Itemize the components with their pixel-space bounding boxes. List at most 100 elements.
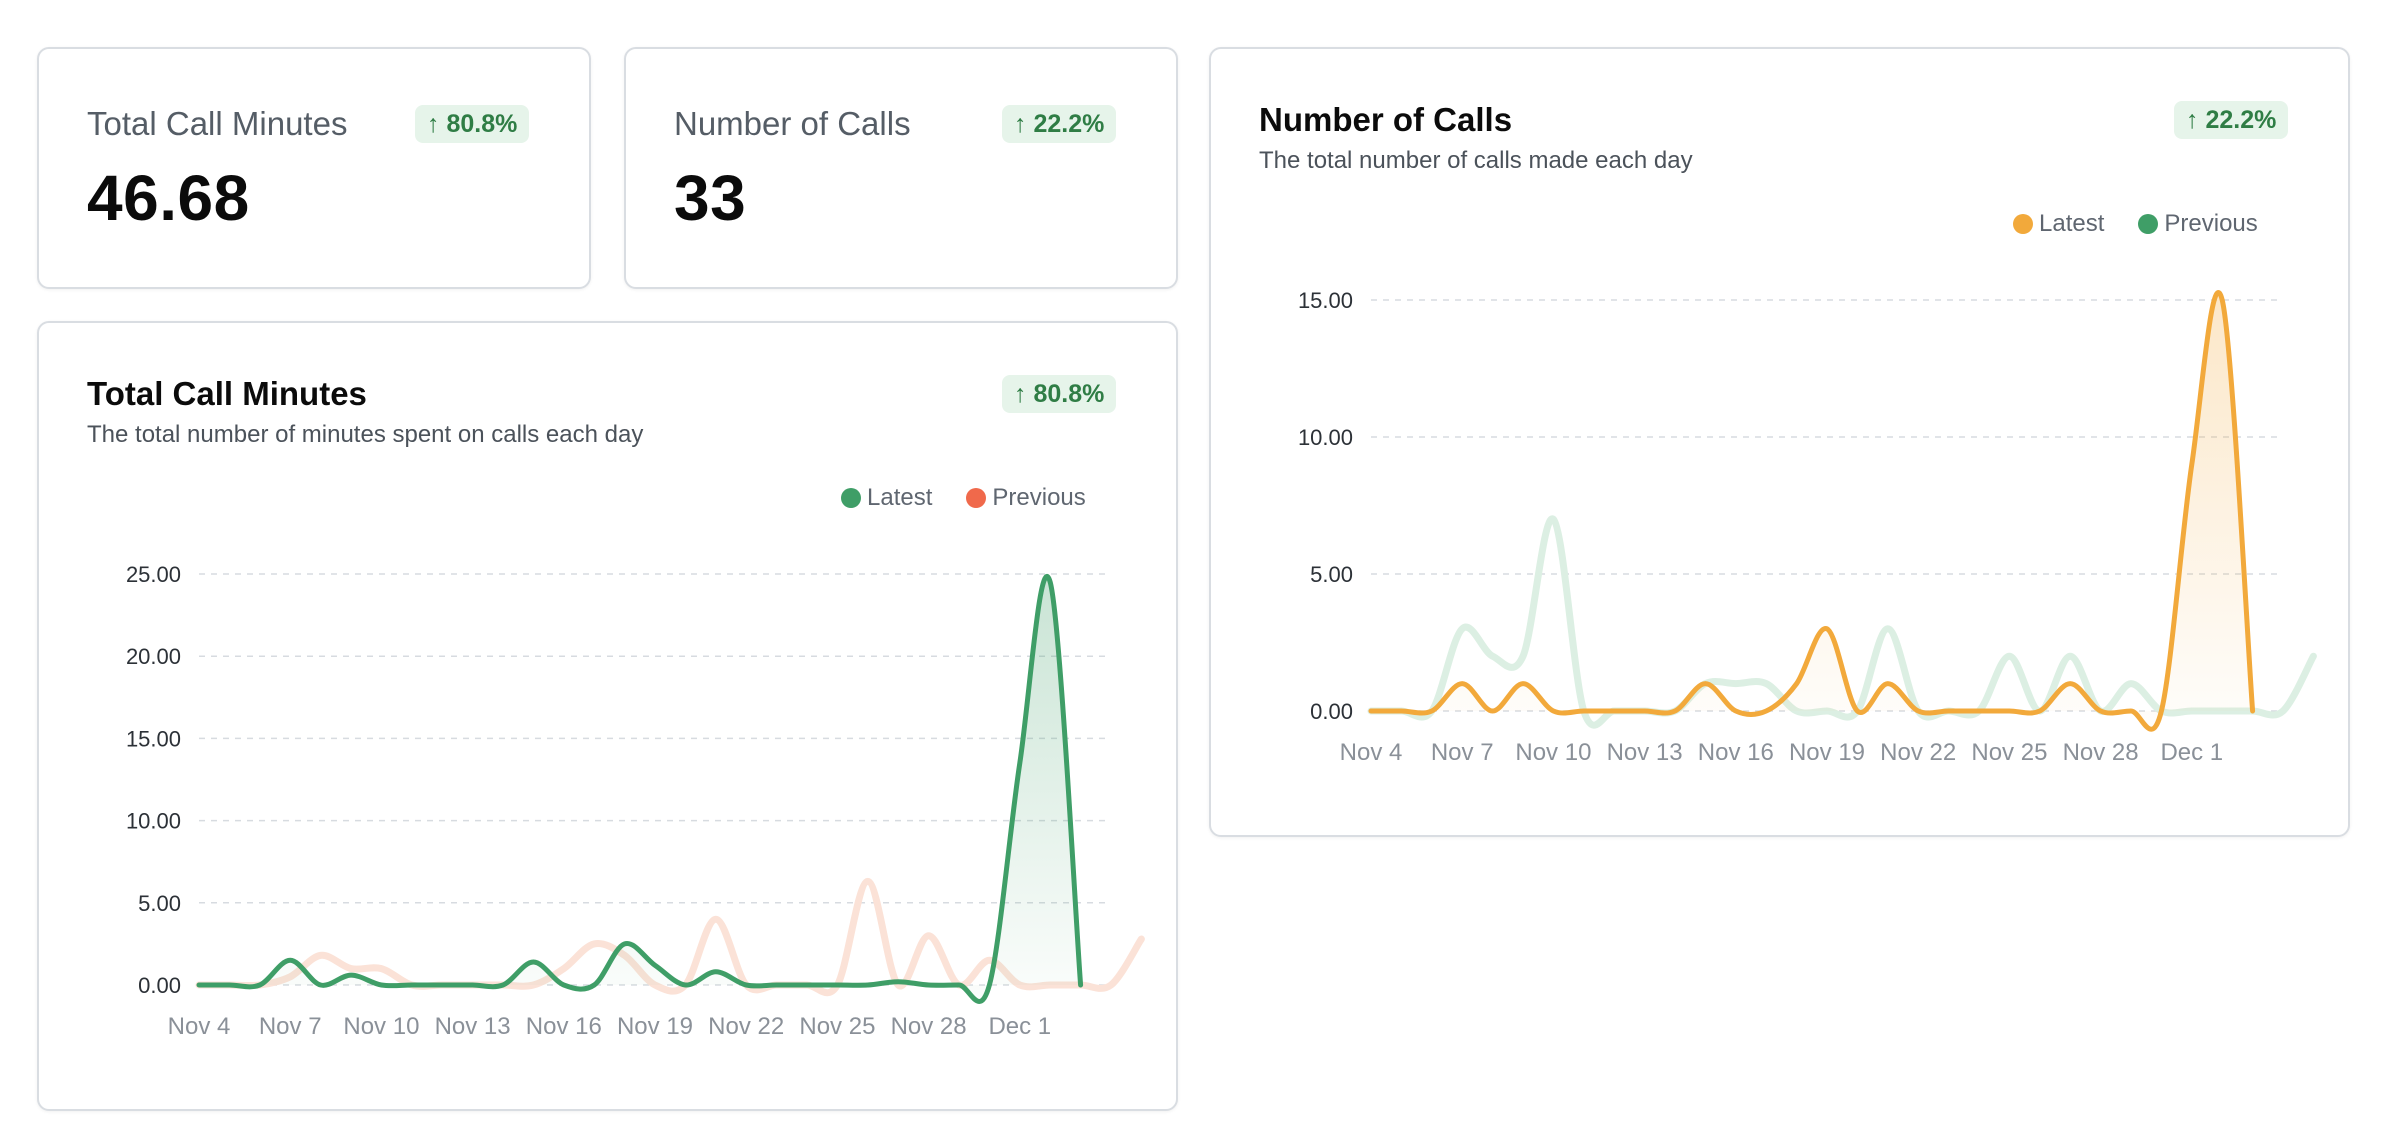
legend-item-latest[interactable]: Latest (2013, 210, 2104, 238)
series-line-latest (196, 573, 1084, 1004)
data-point-previous (257, 982, 263, 988)
data-point-latest (652, 962, 658, 968)
x-tick-label: Nov 4 (1340, 739, 1403, 766)
legend-dot (2013, 214, 2033, 234)
data-point-latest (1520, 681, 1526, 687)
data-point-previous (1642, 708, 1648, 714)
x-tick-label: Nov 7 (259, 1013, 322, 1040)
x-tick-label: Nov 25 (1971, 739, 2047, 766)
data-point-previous (196, 982, 202, 988)
stat-value: 33 (674, 162, 747, 234)
data-point-latest (1490, 708, 1496, 714)
data-point-previous (439, 982, 445, 988)
data-point-previous (652, 982, 658, 988)
chart-title: Number of Calls (1259, 101, 1513, 138)
x-tick-label: Nov 22 (1880, 739, 1956, 766)
x-tick-label: Nov 16 (1698, 739, 1774, 766)
data-point-latest (591, 982, 597, 988)
trend-badge: ↑ 80.8% (1002, 375, 1117, 413)
legend-item-previous[interactable]: Previous (2138, 210, 2258, 238)
trend-badge: ↑ 22.2% (1002, 105, 1117, 143)
x-tick-label: Nov 13 (1607, 739, 1683, 766)
data-point-previous (2310, 653, 2316, 659)
x-tick-label: Dec 1 (2160, 739, 2223, 766)
x-tick-label: Nov 22 (708, 1013, 784, 1040)
data-point-latest (530, 959, 536, 965)
data-point-latest (865, 982, 871, 988)
x-tick-label: Nov 28 (2063, 739, 2139, 766)
data-point-latest (1550, 708, 1556, 714)
data-point-latest (1459, 681, 1465, 687)
data-point-previous (804, 982, 810, 988)
series-line-previous (1367, 515, 2317, 729)
data-point-latest (622, 941, 628, 947)
data-point-previous (591, 941, 597, 947)
y-tick-label: 5.00 (138, 891, 181, 916)
y-tick-label: 15.00 (126, 726, 181, 751)
data-point-previous (1885, 626, 1891, 632)
data-point-latest (2189, 461, 2195, 467)
data-point-previous (834, 982, 840, 988)
chart-subtitle: The total number of calls made each day (1259, 147, 1693, 174)
legend-item-previous[interactable]: Previous (966, 484, 1086, 512)
legend-label: Previous (2164, 210, 2258, 237)
data-point-previous (1017, 982, 1023, 988)
chart-subtitle: The total number of minutes spent on cal… (87, 421, 644, 448)
data-point-previous (865, 878, 871, 884)
legend-item-latest[interactable]: Latest (841, 484, 932, 512)
data-point-previous (2219, 708, 2225, 714)
data-point-previous (2189, 708, 2195, 714)
data-point-previous (774, 982, 780, 988)
chart-card-total-minutes: Total Call Minutes The total number of m… (37, 321, 1178, 1111)
data-point-previous (1398, 708, 1404, 714)
data-point-previous (743, 982, 749, 988)
data-point-previous (1976, 708, 1982, 714)
data-point-previous (226, 982, 232, 988)
data-point-previous (1915, 708, 1921, 714)
data-point-previous (1581, 708, 1587, 714)
data-point-previous (318, 952, 324, 958)
data-point-latest (287, 957, 293, 963)
x-tick-label: Nov 25 (799, 1013, 875, 1040)
y-tick-label: 10.00 (1298, 425, 1353, 450)
trend-badge: ↑ 80.8% (415, 105, 530, 143)
data-point-previous (378, 966, 384, 972)
data-point-previous (1047, 982, 1053, 988)
data-point-previous (1672, 708, 1678, 714)
chart-legend: Latest Previous (841, 484, 1086, 512)
data-point-previous (1108, 982, 1114, 988)
data-point-previous (622, 952, 628, 958)
line-chart: 0.00 5.00 10.00 15.00 20.00 25.00 Nov 4 Nov 7 No… (126, 562, 1145, 1040)
data-point-latest (713, 969, 719, 975)
data-point-previous (561, 966, 567, 972)
data-point-previous (682, 982, 688, 988)
data-point-latest (2067, 681, 2073, 687)
data-point-latest (1794, 681, 1800, 687)
data-point-latest (2128, 708, 2134, 714)
data-point-previous (2098, 708, 2104, 714)
data-point-previous (1702, 681, 1708, 687)
data-point-previous (1946, 708, 1952, 714)
legend-label: Previous (992, 484, 1086, 511)
x-tick-label: Nov 19 (1789, 739, 1865, 766)
data-point-latest (2006, 708, 2012, 714)
stat-label: Number of Calls (674, 105, 911, 142)
data-point-previous (2067, 653, 2073, 659)
y-tick-label: 20.00 (126, 644, 181, 669)
data-point-latest (318, 982, 324, 988)
data-point-previous (470, 982, 476, 988)
data-point-previous (2037, 708, 2043, 714)
legend-label: Latest (867, 484, 933, 511)
x-tick-label: Nov 4 (168, 1013, 231, 1040)
x-tick-label: Dec 1 (988, 1013, 1051, 1040)
data-point-previous (500, 982, 506, 988)
data-point-previous (1824, 708, 1830, 714)
y-tick-label: 0.00 (1310, 699, 1353, 724)
x-tick-label: Nov 10 (343, 1013, 419, 1040)
data-point-previous (2158, 708, 2164, 714)
data-point-latest (1733, 708, 1739, 714)
data-point-previous (2250, 708, 2256, 714)
data-point-previous (348, 966, 354, 972)
line-chart: 0.00 5.00 10.00 15.00 Nov 4 Nov 7 Nov 10 Nov 13… (1298, 288, 2317, 766)
data-point-previous (2280, 708, 2286, 714)
